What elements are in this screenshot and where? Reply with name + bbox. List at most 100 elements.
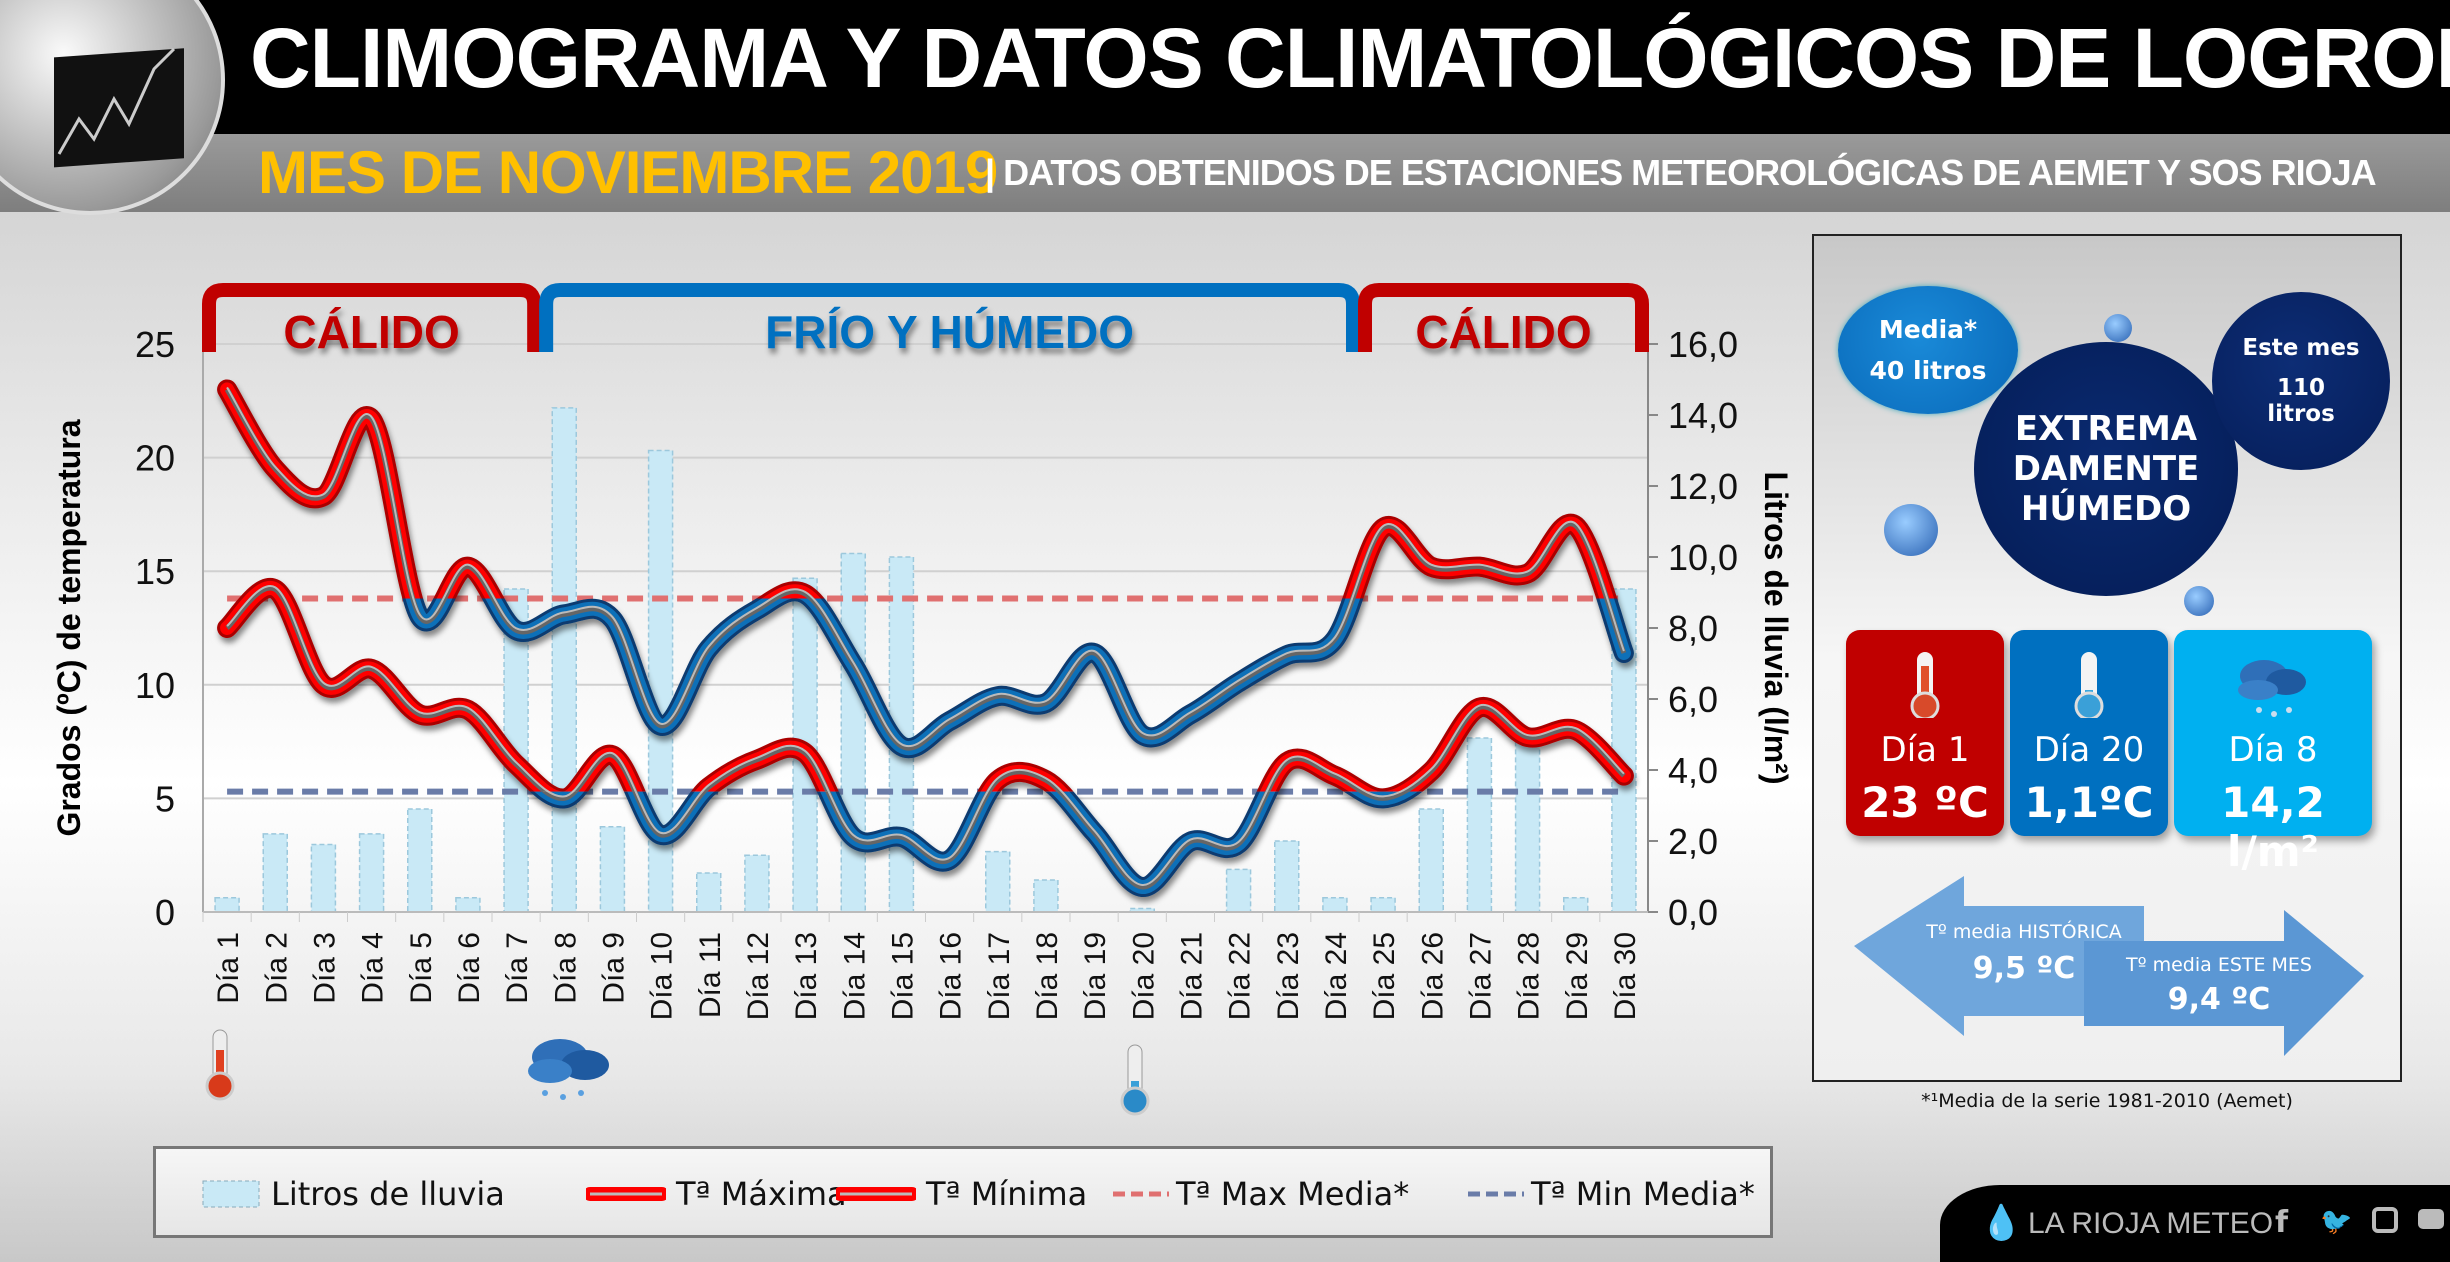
current-temp-label: Tº media ESTE MES <box>2126 954 2312 976</box>
y2-tick-label: 14,0 <box>1668 395 1738 436</box>
period-label: CÁLIDO <box>283 306 459 358</box>
x-tick-label: Día 5 <box>405 932 438 1004</box>
rain-bar <box>985 850 1011 913</box>
rain-bar <box>1466 737 1493 913</box>
legend-swatch-tmin-mean <box>1468 1191 1524 1197</box>
humidity-verdict-bubble: EXTREMA DAMENTE HÚMEDO <box>1974 342 2238 596</box>
footnote: *¹Media de la serie 1981-2010 (Aemet) <box>1921 1090 2293 1112</box>
month-unit: litros <box>2267 401 2335 427</box>
x-tick-label: Día 17 <box>983 932 1016 1020</box>
y-tick-label: 10 <box>135 665 175 706</box>
x-tick-label: Día 25 <box>1368 932 1401 1020</box>
twitter-icon[interactable]: 🐦 <box>2320 1207 2353 1237</box>
rain-bar <box>310 843 337 913</box>
youtube-icon[interactable] <box>2418 1209 2444 1229</box>
rain-bar <box>262 833 288 913</box>
y-tick-label: 0 <box>155 892 175 933</box>
x-tick-label: Día 18 <box>1031 932 1064 1020</box>
x-tick-label: Día 12 <box>742 932 775 1020</box>
x-tick-label: Día 27 <box>1464 932 1497 1020</box>
x-tick-label: Día 20 <box>1127 932 1160 1020</box>
tmax-line-highlight <box>226 386 1609 599</box>
x-tick-label: Día 24 <box>1320 932 1353 1020</box>
header-bar <box>0 0 2450 134</box>
rain-bar <box>1563 897 1589 913</box>
subheader-bar <box>0 134 2450 212</box>
summary-panel: Media* 40 litros EXTREMA DAMENTE HÚMEDO … <box>1812 234 2402 1082</box>
y2-tick-label: 4,0 <box>1668 750 1718 791</box>
tmin-line-highlight <box>226 585 1625 792</box>
x-tick-label: Día 9 <box>597 932 630 1004</box>
rain-bar <box>214 897 240 913</box>
x-tick-label: Día 4 <box>357 932 390 1004</box>
legend-swatch-tmax <box>586 1187 666 1201</box>
x-tick-label: Día 19 <box>1079 932 1112 1020</box>
y2-tick-label: 0,0 <box>1668 892 1718 933</box>
rain-bar <box>358 833 385 913</box>
max-temp-card: Día 1 23 ºC <box>1846 630 2004 836</box>
y-tick-label: 15 <box>135 551 175 592</box>
water-drop-icon <box>1884 504 1938 556</box>
x-tick-label: Día 29 <box>1561 932 1594 1020</box>
media-rain-bubble: Media* 40 litros <box>1838 286 2018 414</box>
tmax-line <box>405 598 1631 756</box>
thermometer-hot-icon <box>205 1029 235 1101</box>
tmax-line-highlight <box>412 598 1625 748</box>
tmin-line-segment <box>529 791 1423 898</box>
x-tick-label: Día 7 <box>501 932 534 1004</box>
tmax-line <box>220 382 1615 599</box>
tmin-line-segment <box>217 578 1634 792</box>
min-temp-day: Día 20 <box>2033 730 2145 770</box>
tmax-line-core <box>410 598 1627 751</box>
month-value: 110 <box>2276 375 2325 401</box>
media-value: 40 litros <box>1869 356 1987 385</box>
legend-label-tmax: Tª Máxima <box>676 1175 847 1213</box>
y-tick-label: 5 <box>155 778 175 819</box>
brand-name: LA RIOJA METEO <box>2028 1207 2274 1240</box>
water-drop-icon <box>2104 314 2132 342</box>
month-label: Este mes <box>2242 335 2360 361</box>
y2-tick-label: 10,0 <box>1668 537 1738 578</box>
tmin-line-core <box>225 585 1626 792</box>
y2-tick-label: 12,0 <box>1668 466 1738 507</box>
facebook-icon[interactable]: f <box>2275 1205 2289 1240</box>
legend-label-tmin: Tª Mínima <box>926 1175 1088 1213</box>
rain-bar <box>1514 740 1541 913</box>
thermometer-hot-icon <box>1910 652 1940 718</box>
x-tick-label: Día 15 <box>886 932 919 1020</box>
thermometer-cold-icon <box>1120 1044 1150 1116</box>
instagram-icon[interactable] <box>2372 1207 2398 1233</box>
x-tick-label: Día 21 <box>1175 932 1208 1020</box>
period-bracket <box>202 283 542 352</box>
tmax-line-segment <box>402 598 1634 759</box>
period-label: FRÍO Y HÚMEDO <box>765 306 1134 358</box>
max-temp-day: Día 1 <box>1880 730 1970 770</box>
x-tick-label: Día 10 <box>646 932 679 1020</box>
rain-bar <box>551 407 577 913</box>
brand-footer: 💧 LA RIOJA METEO f 🐦 <box>1940 1185 2450 1262</box>
rain-bar <box>1418 808 1444 913</box>
period-bracket <box>1358 283 1649 352</box>
chart-logo-icon <box>0 0 225 215</box>
rain-bar <box>744 854 770 913</box>
x-tick-label: Día 23 <box>1272 932 1305 1020</box>
rain-cloud-icon <box>2238 660 2306 717</box>
period-bracket <box>539 283 1360 352</box>
x-tick-label: Día 8 <box>549 932 582 1004</box>
x-tick-label: Día 26 <box>1416 932 1449 1020</box>
current-temp-value: 9,4 ºC <box>2167 982 2271 1017</box>
verdict-line-3: HÚMEDO <box>2020 489 2192 529</box>
legend-swatch-tmin <box>836 1187 916 1201</box>
month-title: MES DE NOVIEMBRE 2019 <box>258 139 998 206</box>
x-tick-label: Día 2 <box>260 932 293 1004</box>
rain-bar <box>407 808 433 913</box>
y2-tick-label: 2,0 <box>1668 821 1718 862</box>
x-tick-label: Día 13 <box>790 932 823 1020</box>
y2-tick-label: 8,0 <box>1668 608 1718 649</box>
media-label: Media* <box>1878 315 1978 344</box>
month-rain-bubble: Este mes 110 litros <box>2212 292 2390 470</box>
hist-temp-value: 9,5 ºC <box>1972 951 2076 986</box>
page-title: CLIMOGRAMA Y DATOS CLIMATOLÓGICOS DE LOG… <box>250 11 2450 105</box>
brand-drop-logo-icon: 💧 <box>1980 1203 2023 1243</box>
x-tick-label: Día 22 <box>1224 932 1257 1020</box>
